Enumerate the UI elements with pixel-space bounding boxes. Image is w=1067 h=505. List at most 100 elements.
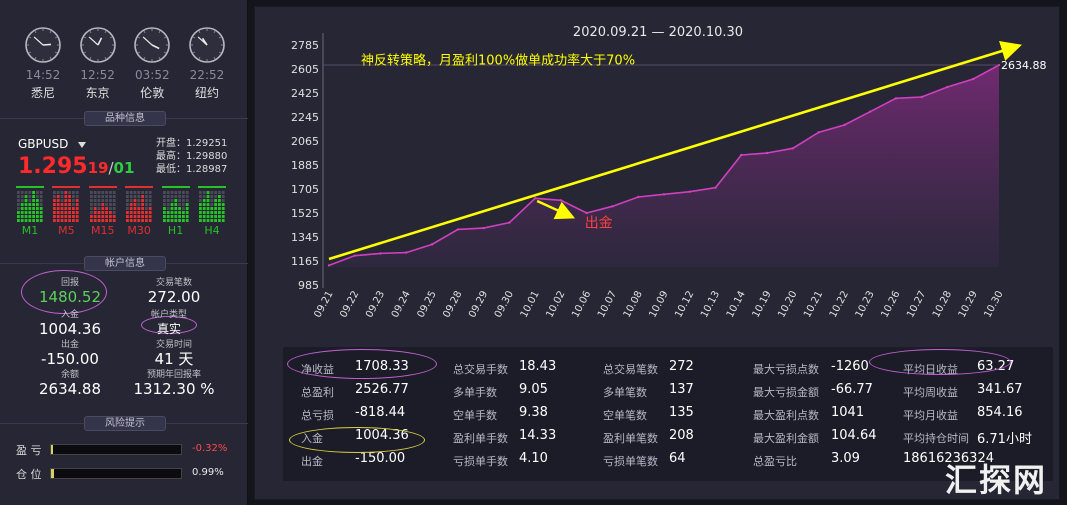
signal-segment <box>32 203 35 206</box>
signal-segment <box>141 215 145 218</box>
timeframe-h1[interactable]: H1 <box>161 186 190 238</box>
signal-segment <box>108 211 112 214</box>
equity-chart: 2785 2605 2425 2245 2065 1885 1705 1525 1345 1165… <box>291 33 1047 320</box>
clock-hour-hand <box>42 43 52 46</box>
signal-segment <box>57 207 60 210</box>
signal-segment <box>20 191 24 194</box>
stats-key: 多单笔数 <box>603 386 647 399</box>
stats-value: 14.33 <box>519 428 557 443</box>
clock-tick <box>28 36 32 39</box>
timeframe-m5[interactable]: M5 <box>52 186 81 238</box>
signal-segment <box>206 195 210 198</box>
timeframe-m1[interactable]: M1 <box>16 186 44 238</box>
signal-segment <box>202 199 206 202</box>
signal-segment <box>17 195 20 198</box>
stats-key: 出金 <box>301 455 323 468</box>
low-price: 最低：1.28987 <box>156 164 228 175</box>
stats-row: 18616236324 <box>903 451 1053 474</box>
signal-segment <box>57 195 60 198</box>
y-tick-label: 1705 <box>291 183 319 196</box>
signal-segment <box>170 203 173 206</box>
signal-segment <box>36 191 39 194</box>
signal-segment <box>166 199 170 202</box>
x-tick-label: 10.22 <box>828 289 851 319</box>
signal-segment <box>17 203 20 206</box>
timeframe-h4[interactable]: H4 <box>197 186 226 238</box>
risk-section: 风险提示 <box>0 416 248 505</box>
highlight-oval <box>287 349 437 379</box>
signal-bars-icon <box>88 186 117 222</box>
signal-segment <box>166 207 170 210</box>
equity-point <box>456 228 460 231</box>
stats-value: -1260 <box>831 359 869 374</box>
signal-segment <box>206 203 210 206</box>
highlight-oval <box>869 349 1011 375</box>
signal-segment <box>104 215 108 218</box>
timeframe-label: H1 <box>167 224 184 237</box>
signal-cap <box>16 186 44 188</box>
account-label: 预期年回报率 <box>146 370 201 380</box>
clock-tick <box>158 56 161 60</box>
x-tick-label: 10.08 <box>622 289 645 319</box>
signal-segment <box>210 199 214 202</box>
account-label: 交易笔数 <box>155 278 192 288</box>
stats-key: 空单笔数 <box>603 409 647 422</box>
signal-segment <box>68 191 72 194</box>
signal-segment <box>32 219 35 222</box>
signal-segment <box>198 215 202 218</box>
signal-segment <box>170 199 173 202</box>
signal-segment <box>20 199 24 202</box>
signal-segment <box>28 199 32 202</box>
symbol-select[interactable]: GBPUSD <box>18 137 87 151</box>
stats-row: 多单笔数 137 <box>603 382 753 405</box>
clock-tick <box>143 30 146 34</box>
equity-point <box>327 264 331 267</box>
signal-segment <box>89 207 93 210</box>
clock-tick <box>143 56 146 60</box>
equity-point <box>868 110 872 113</box>
signal-segment <box>36 215 39 218</box>
signal-segment <box>39 211 43 214</box>
clock-tick <box>109 36 112 39</box>
timeframe-m30[interactable]: M30 <box>125 186 154 238</box>
clock-tick <box>164 51 167 54</box>
signal-segment <box>36 207 39 210</box>
signal-segment <box>129 211 133 214</box>
signal-segment <box>64 211 68 214</box>
signal-segment <box>17 207 20 210</box>
signal-segment <box>202 191 206 194</box>
x-tick-label: 10.29 <box>957 289 980 319</box>
signal-segment <box>162 195 166 198</box>
signal-segment <box>185 207 189 210</box>
price-quote: 1.29519/01 <box>18 154 134 179</box>
signal-segment <box>210 211 214 214</box>
stats-value: 6.71小时 <box>977 432 1032 447</box>
account-return: 回报 1480.52 <box>20 278 120 306</box>
trend-arrow <box>328 41 1022 261</box>
signal-segment <box>173 211 177 214</box>
signal-segment <box>72 215 76 218</box>
x-tick-label: 10.26 <box>879 289 902 319</box>
signal-segment <box>39 195 43 198</box>
date-range: 2020.09.21 — 2020.10.30 <box>572 25 744 40</box>
signal-segment <box>198 211 202 214</box>
signal-segment <box>68 211 72 214</box>
signal-segment <box>32 211 35 214</box>
signal-segment <box>101 219 104 222</box>
timeframe-m15[interactable]: M15 <box>88 186 117 238</box>
signal-segment <box>185 219 189 222</box>
equity-panel: 2020.09.21 — 2020.10.30 2785 2605 2425 2245… <box>254 6 1060 500</box>
equity-point <box>662 193 666 196</box>
clock-tick <box>83 51 86 54</box>
instrument-section: 品种信息 <box>0 111 248 256</box>
timeframe-label: M5 <box>58 224 75 237</box>
signal-segment <box>57 203 60 206</box>
signal-segment <box>137 211 141 214</box>
section-title: 帐户信息 <box>84 256 166 271</box>
account-label: 入金 <box>60 310 79 320</box>
clock-time: 12:52 <box>80 68 115 82</box>
risk-pnl-fill <box>51 445 53 454</box>
signal-segment <box>76 199 79 202</box>
signal-segment <box>126 207 129 210</box>
stats-value: -150.00 <box>355 451 406 466</box>
